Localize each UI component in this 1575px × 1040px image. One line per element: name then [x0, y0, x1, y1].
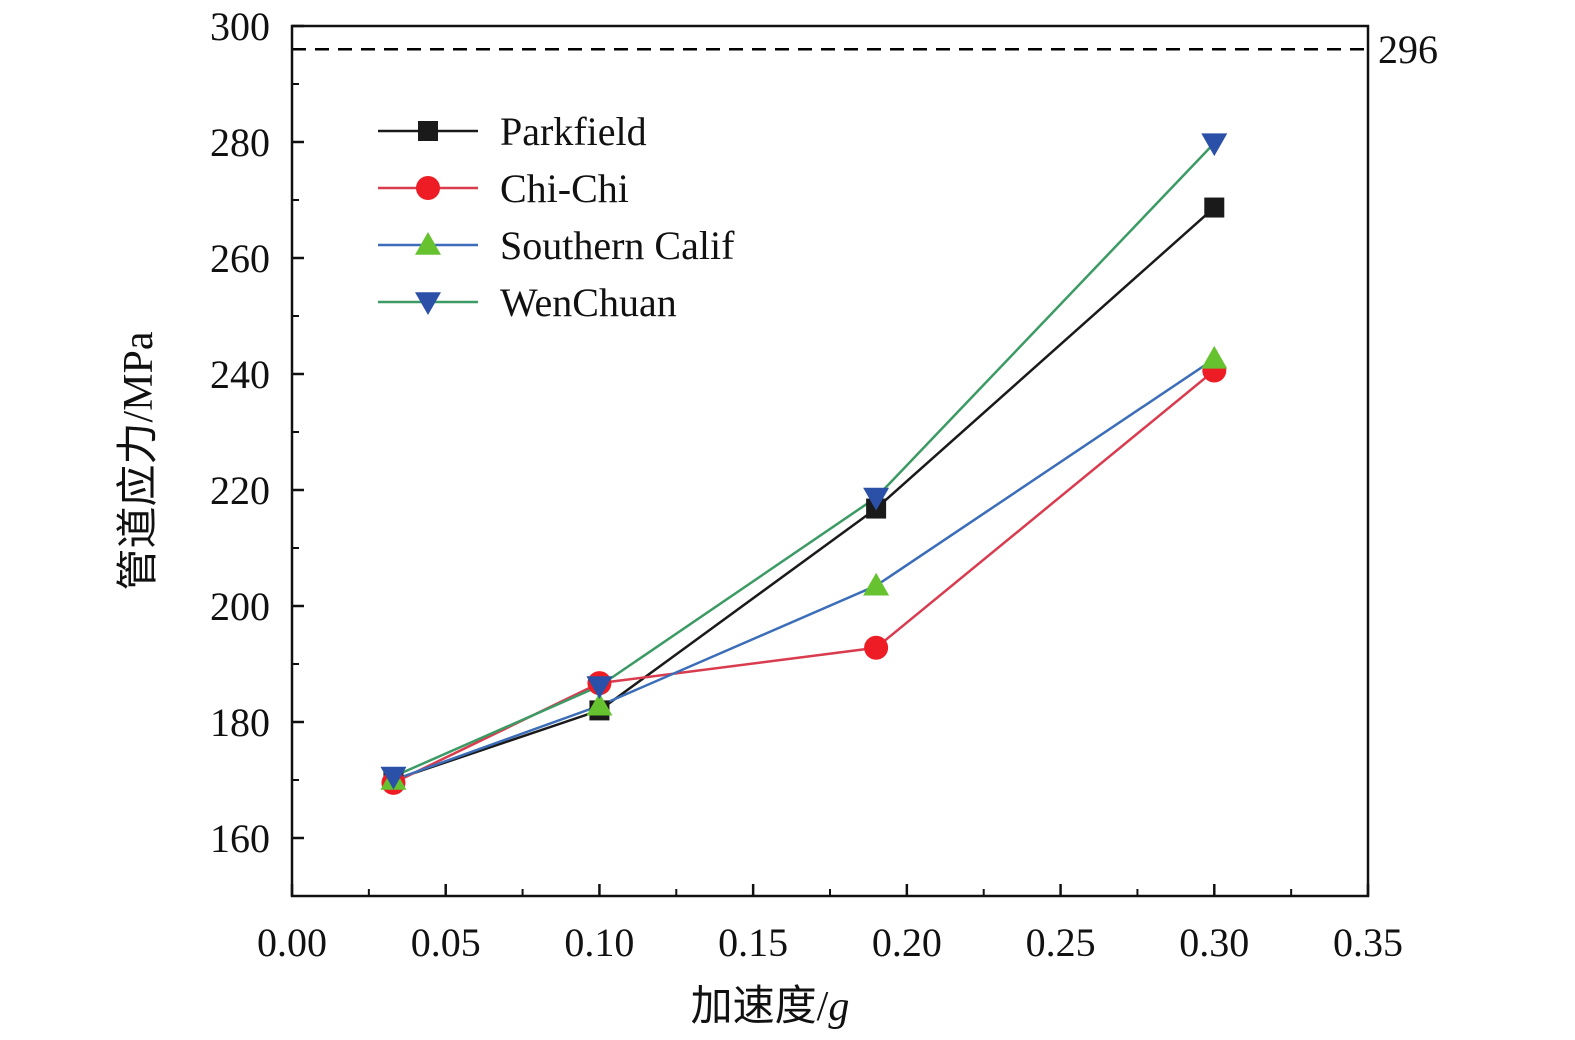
legend-marker	[416, 176, 440, 200]
legend-label: Parkfield	[500, 109, 647, 154]
axis-ticks: 0.00 0.05 0.10 0.15 0.20 0.25 0.30 0.35 160 180 20…	[210, 4, 1403, 965]
data-point	[586, 692, 613, 716]
legend-item: Parkfield	[378, 109, 647, 154]
series-group	[380, 133, 1228, 795]
x-tick-label: 0.35	[1333, 920, 1403, 965]
legend-label: Southern Calif	[500, 223, 735, 268]
data-point	[1201, 133, 1228, 157]
x-tick-label: 0.20	[872, 920, 942, 965]
reference-line-group: 296	[292, 27, 1438, 72]
legend-marker	[415, 292, 441, 315]
series-line	[392, 369, 1216, 785]
series-markers-southern-calif	[380, 345, 1228, 790]
y-tick-label: 300	[210, 4, 270, 49]
series-markers-wenchuan	[380, 133, 1228, 790]
data-point	[1201, 345, 1228, 369]
data-point	[864, 635, 889, 660]
plot-frame	[290, 24, 1370, 898]
series-wenchuan	[392, 142, 1216, 778]
legend-item: Chi-Chi	[378, 166, 629, 211]
series-markers-chi-chi	[381, 358, 1227, 795]
data-point	[586, 676, 613, 700]
data-point	[380, 766, 407, 790]
data-point	[1204, 197, 1225, 218]
y-tick-label: 280	[210, 120, 270, 165]
x-tick-label: 0.30	[1179, 920, 1249, 965]
series-southern-calif	[393, 357, 1215, 782]
data-point	[863, 487, 890, 511]
series-line	[393, 206, 1216, 782]
series-line	[393, 357, 1215, 782]
legend-label: WenChuan	[500, 280, 677, 325]
x-axis-title-unit: g	[828, 984, 849, 1030]
x-tick-label: 0.10	[564, 920, 634, 965]
legend-label: Chi-Chi	[500, 166, 629, 211]
y-tick-label: 220	[210, 468, 270, 513]
y-tick-label: 240	[210, 352, 270, 397]
y-tick-label: 160	[210, 816, 270, 861]
y-axis-title: 管道应力/MPa	[115, 331, 162, 590]
x-tick-label: 0.15	[718, 920, 788, 965]
y-tick-label: 180	[210, 700, 270, 745]
data-point	[863, 572, 890, 596]
series-chi-chi	[392, 369, 1216, 785]
series-line	[392, 142, 1216, 778]
x-axis-title-text: 加速度/	[691, 984, 829, 1030]
legend-marker	[415, 232, 441, 255]
x-tick-label: 0.00	[257, 920, 327, 965]
reference-line-label: 296	[1378, 27, 1438, 72]
legend: Parkfield Chi-Chi Southern Calif WenChuan	[378, 109, 735, 325]
legend-item: WenChuan	[378, 280, 677, 325]
y-tick-label: 260	[210, 236, 270, 281]
y-tick-label: 200	[210, 584, 270, 629]
legend-item: Southern Calif	[378, 223, 735, 268]
x-axis-title: 加速度/g	[691, 984, 850, 1030]
series-parkfield	[393, 206, 1216, 782]
legend-marker	[418, 121, 438, 141]
x-tick-label: 0.25	[1026, 920, 1096, 965]
x-tick-label: 0.05	[411, 920, 481, 965]
